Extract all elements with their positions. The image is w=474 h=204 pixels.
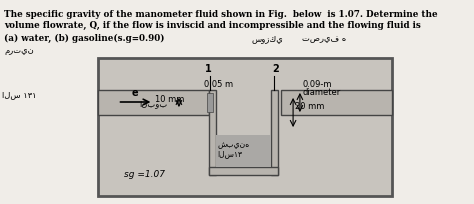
- Text: e: e: [131, 88, 138, 98]
- Text: 0.05 m: 0.05 m: [204, 80, 234, 89]
- Text: شبينه: شبينه: [217, 140, 249, 149]
- Text: انبوب: انبوب: [139, 99, 167, 108]
- Text: sg =1.07: sg =1.07: [124, 170, 164, 179]
- Text: diameter: diameter: [302, 88, 341, 97]
- Text: تصريف ه: تصريف ه: [302, 34, 346, 43]
- Text: 20 mm: 20 mm: [295, 102, 324, 111]
- Bar: [209, 90, 216, 175]
- Bar: [281, 90, 392, 115]
- Bar: [98, 58, 392, 196]
- Bar: [207, 93, 213, 112]
- Bar: [271, 90, 278, 175]
- Text: 2: 2: [273, 64, 279, 74]
- Text: 1: 1: [205, 64, 212, 74]
- Text: (a) water, (b) gasoline(s.g=0.90): (a) water, (b) gasoline(s.g=0.90): [4, 34, 165, 43]
- Text: الس١٣: الس١٣: [217, 149, 242, 158]
- Text: 10 mm: 10 mm: [155, 95, 184, 104]
- Bar: [216, 135, 271, 167]
- Bar: [209, 167, 278, 175]
- Text: 0.09-m: 0.09-m: [302, 80, 332, 89]
- Text: مرتين: مرتين: [4, 46, 34, 55]
- Bar: [98, 90, 209, 115]
- Text: volume flowrate, Q, if the flow is inviscid and incompressible and the flowing f: volume flowrate, Q, if the flow is invis…: [4, 21, 421, 30]
- Text: The specific gravity of the manometer fluid shown in Fig.  below  is 1.07. Deter: The specific gravity of the manometer fl…: [4, 10, 438, 19]
- Text: الس ١٣١: الس ١٣١: [2, 90, 36, 99]
- Text: سوزكي: سوزكي: [251, 34, 283, 43]
